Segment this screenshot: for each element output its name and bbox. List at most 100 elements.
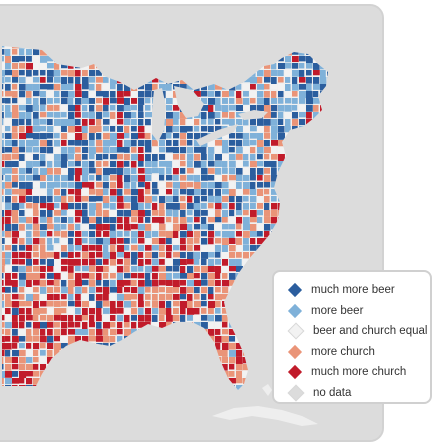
county-cell <box>82 231 89 237</box>
county-cell <box>12 266 19 272</box>
county-cell <box>110 189 117 196</box>
county-cell <box>19 112 26 120</box>
county-cell <box>208 217 216 223</box>
county-cell <box>110 203 116 210</box>
county-cell <box>75 259 81 266</box>
county-cell <box>40 350 46 356</box>
county-cell <box>5 217 11 224</box>
county-cell <box>131 301 137 308</box>
county-cell <box>215 273 221 279</box>
legend-item-much-more-beer: much more beer <box>287 280 422 301</box>
county-cell <box>33 161 40 167</box>
county-cell <box>89 280 96 287</box>
county-cell <box>89 196 97 202</box>
county-cell <box>215 140 223 146</box>
county-cell <box>110 273 116 279</box>
county-cell <box>292 91 298 97</box>
county-cell <box>159 294 166 301</box>
county-cell <box>117 147 125 153</box>
county-cell <box>19 161 26 167</box>
county-cell <box>61 266 68 272</box>
county-cell <box>138 252 144 258</box>
county-cell <box>145 105 151 111</box>
county-cell <box>124 175 131 183</box>
county-cell <box>89 245 96 251</box>
county-cell <box>194 238 200 244</box>
county-cell <box>292 84 299 91</box>
county-cell <box>243 126 251 133</box>
county-cell <box>208 154 214 161</box>
county-cell <box>124 91 131 97</box>
county-cell <box>152 77 159 83</box>
county-cell <box>236 189 243 196</box>
county-cell <box>131 273 138 279</box>
county-cell <box>75 273 82 281</box>
county-cell <box>54 210 62 216</box>
county-cell <box>166 105 173 111</box>
county-cell <box>33 182 40 188</box>
county-map[interactable] <box>0 6 382 440</box>
county-cell <box>61 98 68 105</box>
county-cell <box>215 294 223 301</box>
county-cell <box>194 294 200 300</box>
county-cell <box>278 70 284 77</box>
county-cell <box>166 112 173 119</box>
county-cell <box>187 119 194 126</box>
county-cell <box>33 238 40 245</box>
county-cell <box>138 182 145 188</box>
county-cell <box>96 70 102 76</box>
county-cell <box>5 77 11 83</box>
county-cell <box>208 308 214 314</box>
county-cell <box>180 259 187 265</box>
county-cell <box>278 147 285 154</box>
county-cell <box>96 182 103 188</box>
county-cell <box>96 98 103 104</box>
county-cell <box>5 329 11 336</box>
county-cell <box>82 112 89 118</box>
county-cell <box>12 98 18 104</box>
county-cell <box>117 287 123 294</box>
county-cell <box>229 154 236 161</box>
county-cell <box>131 133 139 140</box>
county-cell <box>145 224 152 231</box>
county-cell <box>40 287 47 294</box>
county-cell <box>124 245 130 251</box>
county-cell <box>117 273 123 281</box>
county-cell <box>19 217 27 223</box>
county-cell <box>124 140 131 147</box>
county-cell <box>110 98 117 104</box>
county-cell <box>5 308 11 315</box>
county-cell <box>145 133 151 140</box>
county-cell <box>47 77 54 83</box>
county-cell <box>5 203 12 210</box>
county-cell <box>26 343 32 349</box>
county-cell <box>159 287 165 293</box>
county-cell <box>194 245 201 251</box>
county-cell <box>215 112 221 119</box>
county-cell <box>5 91 12 97</box>
county-cell <box>19 343 25 349</box>
county-cell <box>12 91 18 98</box>
legend-label: no data <box>313 386 352 399</box>
county-cell <box>124 133 130 139</box>
county-cell <box>82 105 88 112</box>
county-cell <box>2 371 6 379</box>
county-cell <box>89 336 97 342</box>
county-cell <box>117 84 123 91</box>
county-cell <box>166 224 172 230</box>
county-cell <box>152 301 159 308</box>
county-cell <box>26 70 32 77</box>
county-cell <box>68 168 75 176</box>
county-cell <box>19 126 25 133</box>
county-cell <box>61 196 67 204</box>
county-cell <box>187 280 195 287</box>
county-cell <box>19 259 25 265</box>
county-cell <box>145 140 152 148</box>
county-cell <box>40 105 46 112</box>
county-cell <box>180 294 187 300</box>
county-cell <box>54 329 61 336</box>
county-cell <box>103 140 111 147</box>
county-cell <box>54 322 60 328</box>
county-cell <box>89 140 95 147</box>
county-cell <box>40 210 46 217</box>
